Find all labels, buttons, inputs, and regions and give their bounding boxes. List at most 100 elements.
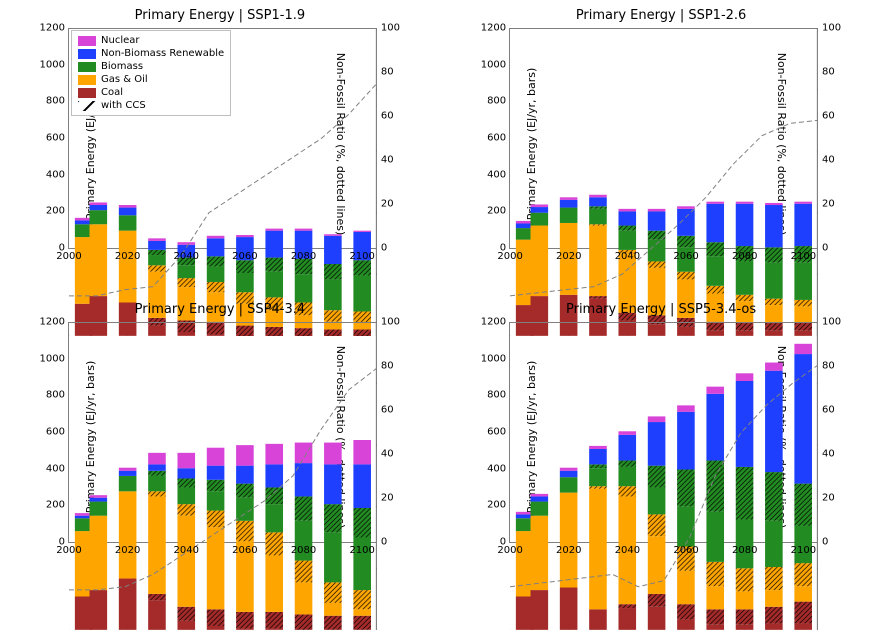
xtick: 2000 xyxy=(56,248,81,262)
panel-title: Primary Energy | SSP5-3.4-os xyxy=(449,302,873,317)
panel-ssp1-26: Primary Energy | SSP1-2.6Primary Energy … xyxy=(449,8,873,279)
bar-segment xyxy=(207,238,225,256)
bar-segment xyxy=(736,261,754,294)
xtick: 2100 xyxy=(349,542,374,556)
bar-segment xyxy=(736,373,754,381)
xtick: 2060 xyxy=(232,248,257,262)
bar-segment xyxy=(560,587,578,629)
xtick: 2040 xyxy=(615,542,640,556)
bar-segment xyxy=(589,195,607,198)
bar-segment xyxy=(148,496,166,593)
legend-label: Non-Biomass Renewable xyxy=(101,47,224,60)
bar-segment xyxy=(90,515,108,589)
bar-segment xyxy=(353,590,371,609)
bar-segment xyxy=(119,578,137,629)
bar-segment xyxy=(707,202,725,204)
bar-segment xyxy=(677,206,695,209)
bar-segment xyxy=(324,442,342,464)
ytick-right: 80 xyxy=(818,67,835,78)
bar-segment xyxy=(119,231,137,303)
bar-segment xyxy=(736,204,754,246)
bar-segment xyxy=(177,468,195,478)
ytick-left: 400 xyxy=(46,169,69,180)
ytick-left: 1000 xyxy=(481,353,510,364)
xtick: 2080 xyxy=(732,248,757,262)
bar-segment xyxy=(677,469,695,506)
bar-segment xyxy=(648,607,666,630)
bar-segment xyxy=(736,591,754,609)
legend-label: Biomass xyxy=(101,60,143,73)
bar-segment xyxy=(324,234,342,236)
bar-segment xyxy=(589,197,607,206)
ytick-right: 20 xyxy=(377,492,394,503)
bar-segment xyxy=(353,440,371,464)
ytick-right: 100 xyxy=(818,23,841,34)
bar-segment xyxy=(119,476,137,491)
legend-item: Nuclear xyxy=(78,34,224,47)
bar-segment xyxy=(589,226,607,297)
legend-swatch xyxy=(78,49,96,59)
ytick-left: 200 xyxy=(487,206,510,217)
xtick: 2040 xyxy=(615,248,640,262)
bar-segment xyxy=(707,460,725,511)
bar-segment xyxy=(765,362,783,370)
bar-segment xyxy=(324,504,342,532)
legend-item: Biomass xyxy=(78,60,224,73)
bar-segment xyxy=(765,247,783,262)
bar-segment xyxy=(677,507,695,547)
plot-area: 0200400600800100012000204060801002000202… xyxy=(509,28,818,249)
legend-item-ccs: with CCS xyxy=(78,99,224,112)
ytick-right: 0 xyxy=(818,537,828,548)
bar-segment xyxy=(589,449,607,464)
ytick-right: 60 xyxy=(377,404,394,415)
bar-segment xyxy=(324,582,342,603)
legend-label-ccs: with CCS xyxy=(101,99,146,112)
ytick-right: 40 xyxy=(377,448,394,459)
bar-segment xyxy=(765,371,783,472)
bar-segment xyxy=(531,213,549,226)
bar-segment xyxy=(619,486,637,496)
ytick-left: 1200 xyxy=(40,316,69,327)
bar-segment xyxy=(207,465,225,479)
bar-segment xyxy=(148,453,166,465)
bar-segment xyxy=(207,609,225,626)
bar-segment xyxy=(560,197,578,200)
xtick: 2020 xyxy=(556,248,581,262)
bar-segment xyxy=(207,527,225,609)
bar-segment xyxy=(236,235,254,237)
plot-svg xyxy=(510,28,818,336)
bar-segment xyxy=(795,263,813,300)
xtick: 2000 xyxy=(497,542,522,556)
ytick-left: 400 xyxy=(46,463,69,474)
bar-segment xyxy=(707,386,725,393)
bar-segment xyxy=(177,607,195,621)
bar-segment xyxy=(177,242,195,245)
bar-segment xyxy=(619,211,637,225)
ytick-left: 800 xyxy=(487,96,510,107)
bar-segment xyxy=(177,504,195,516)
bar-segment xyxy=(324,616,342,630)
xtick: 2100 xyxy=(791,542,816,556)
bar-segment xyxy=(707,609,725,624)
bar-segment xyxy=(236,483,254,497)
bar-segment xyxy=(795,601,813,623)
xtick: 2060 xyxy=(673,248,698,262)
bar-segment xyxy=(560,492,578,587)
bar-segment xyxy=(295,442,313,463)
bar-segment xyxy=(90,202,108,205)
ytick-right: 80 xyxy=(377,360,394,371)
bar-segment xyxy=(353,464,371,508)
bar-segment xyxy=(207,236,225,239)
bar-segment xyxy=(295,229,313,231)
ytick-left: 200 xyxy=(46,500,69,511)
bar-segment xyxy=(90,205,108,210)
bar-segment xyxy=(765,205,783,247)
bar-segment xyxy=(648,594,666,607)
bar-segment xyxy=(795,483,813,525)
bar-segment xyxy=(648,240,666,262)
bar-segment xyxy=(765,623,783,629)
bar-segment xyxy=(177,265,195,278)
ytick-right: 20 xyxy=(377,199,394,210)
xtick: 2080 xyxy=(732,542,757,556)
ytick-right: 0 xyxy=(818,243,828,254)
